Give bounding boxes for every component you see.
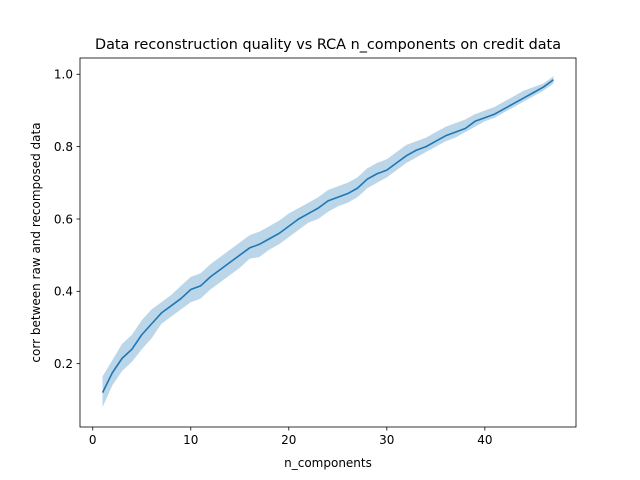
plot-area <box>101 76 554 408</box>
y-tick-label: 0.8 <box>54 140 73 154</box>
x-tick-label: 0 <box>89 433 97 447</box>
y-tick-label: 0.2 <box>54 357 73 371</box>
axes-frame <box>79 57 577 428</box>
y-axis-label: corr between raw and recomposed data <box>29 122 43 362</box>
series-line <box>101 79 554 393</box>
x-tick-label: 30 <box>379 433 394 447</box>
y-tick-label: 0.6 <box>54 212 73 226</box>
x-tick-label: 40 <box>477 433 492 447</box>
x-axis-label: n_components <box>284 456 372 470</box>
y-axis-ticks: 0.2 0.4 0.6 0.8 1.0 <box>54 68 80 371</box>
y-tick-label: 1.0 <box>54 68 73 82</box>
chart-title: Data reconstruction quality vs RCA n_com… <box>95 37 561 53</box>
y-tick-label: 0.4 <box>54 285 73 299</box>
x-tick-label: 10 <box>183 433 198 447</box>
x-tick-label: 20 <box>281 433 296 447</box>
x-axis-ticks: 0 10 20 30 40 <box>89 427 492 447</box>
confidence-band <box>102 76 554 408</box>
